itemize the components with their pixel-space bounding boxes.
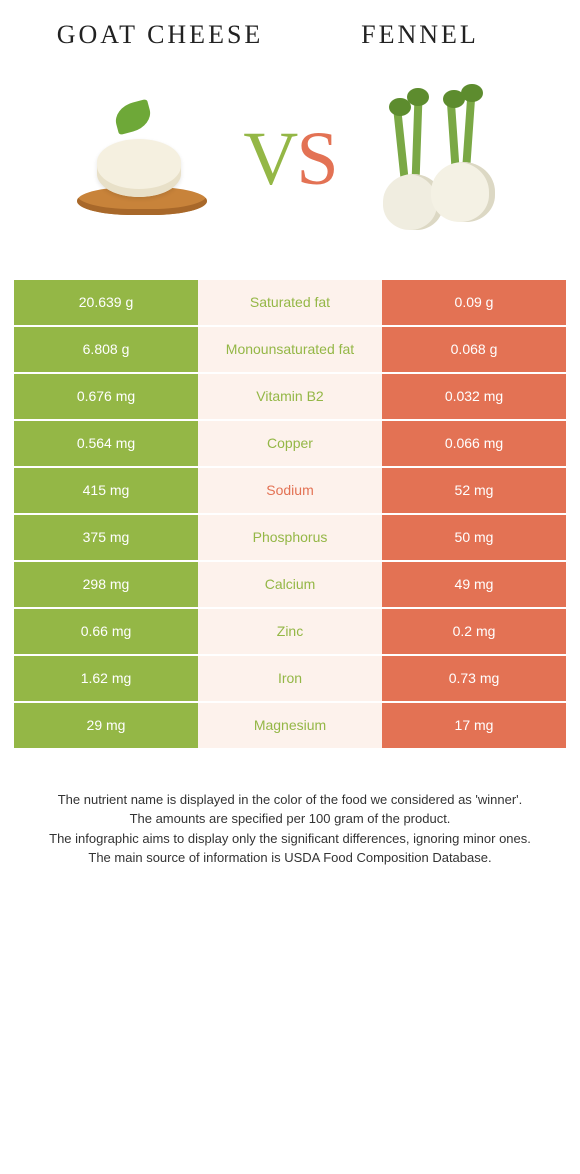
left-value: 415 mg: [14, 468, 198, 513]
table-row: 29 mgMagnesium17 mg: [14, 703, 566, 750]
nutrient-label: Magnesium: [198, 703, 382, 748]
left-value: 20.639 g: [14, 280, 198, 325]
nutrient-label: Sodium: [198, 468, 382, 513]
table-row: 1.62 mgIron0.73 mg: [14, 656, 566, 703]
left-value: 29 mg: [14, 703, 198, 748]
images-row: VS: [0, 60, 580, 280]
nutrient-label: Saturated fat: [198, 280, 382, 325]
right-value: 0.032 mg: [382, 374, 566, 419]
right-value: 0.09 g: [382, 280, 566, 325]
table-row: 20.639 gSaturated fat0.09 g: [14, 280, 566, 327]
nutrient-label: Zinc: [198, 609, 382, 654]
footer-notes: The nutrient name is displayed in the co…: [0, 750, 580, 898]
footer-line: The nutrient name is displayed in the co…: [30, 790, 550, 810]
table-row: 0.564 mgCopper0.066 mg: [14, 421, 566, 468]
table-row: 0.66 mgZinc0.2 mg: [14, 609, 566, 656]
table-row: 0.676 mgVitamin B20.032 mg: [14, 374, 566, 421]
right-value: 0.066 mg: [382, 421, 566, 466]
left-title: GOAT CHEESE: [30, 20, 290, 50]
table-row: 298 mgCalcium49 mg: [14, 562, 566, 609]
nutrient-label: Iron: [198, 656, 382, 701]
left-image: [30, 70, 243, 250]
right-image: [337, 70, 550, 250]
right-value: 17 mg: [382, 703, 566, 748]
left-value: 0.564 mg: [14, 421, 198, 466]
left-value: 375 mg: [14, 515, 198, 560]
footer-line: The main source of information is USDA F…: [30, 848, 550, 868]
table-row: 6.808 gMonounsaturated fat0.068 g: [14, 327, 566, 374]
nutrient-label: Phosphorus: [198, 515, 382, 560]
left-value: 298 mg: [14, 562, 198, 607]
left-value: 1.62 mg: [14, 656, 198, 701]
right-value: 49 mg: [382, 562, 566, 607]
left-value: 0.676 mg: [14, 374, 198, 419]
left-value: 6.808 g: [14, 327, 198, 372]
footer-line: The amounts are specified per 100 gram o…: [30, 809, 550, 829]
comparison-table: 20.639 gSaturated fat0.09 g6.808 gMonoun…: [14, 280, 566, 750]
nutrient-label: Monounsaturated fat: [198, 327, 382, 372]
header: GOAT CHEESE FENNEL: [0, 0, 580, 60]
right-title: FENNEL: [290, 20, 550, 50]
right-value: 0.068 g: [382, 327, 566, 372]
nutrient-label: Vitamin B2: [198, 374, 382, 419]
nutrient-label: Calcium: [198, 562, 382, 607]
right-value: 52 mg: [382, 468, 566, 513]
left-value: 0.66 mg: [14, 609, 198, 654]
right-value: 0.2 mg: [382, 609, 566, 654]
table-row: 375 mgPhosphorus50 mg: [14, 515, 566, 562]
right-value: 50 mg: [382, 515, 566, 560]
vs-label: VS: [243, 116, 336, 203]
footer-line: The infographic aims to display only the…: [30, 829, 550, 849]
nutrient-label: Copper: [198, 421, 382, 466]
table-row: 415 mgSodium52 mg: [14, 468, 566, 515]
right-value: 0.73 mg: [382, 656, 566, 701]
